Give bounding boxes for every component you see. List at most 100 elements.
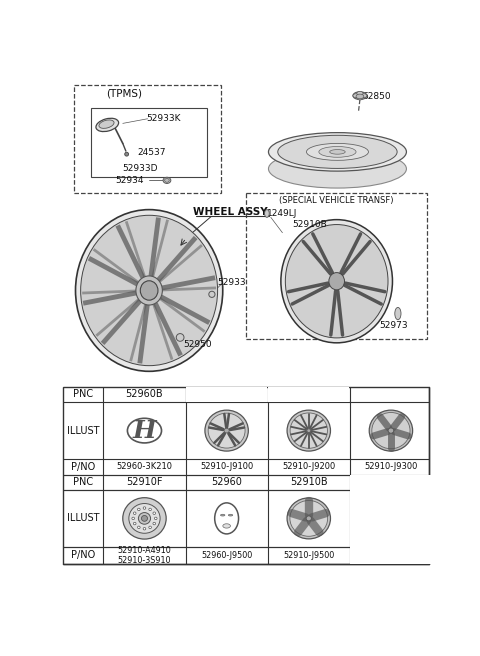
Ellipse shape — [75, 210, 223, 371]
Text: 52960: 52960 — [211, 477, 242, 487]
Ellipse shape — [125, 152, 129, 156]
Ellipse shape — [330, 150, 345, 154]
Ellipse shape — [149, 508, 151, 510]
Ellipse shape — [388, 428, 394, 433]
Text: ILLUST: ILLUST — [67, 426, 99, 436]
Ellipse shape — [285, 224, 388, 338]
Ellipse shape — [290, 501, 328, 537]
Text: 62850: 62850 — [363, 92, 391, 101]
Ellipse shape — [153, 522, 156, 525]
Ellipse shape — [287, 498, 330, 539]
Text: 52950: 52950 — [184, 340, 212, 349]
Bar — [268, 388, 349, 402]
Bar — [186, 388, 267, 402]
Text: (SPECIAL VEHICLE TRANSF): (SPECIAL VEHICLE TRANSF) — [279, 196, 394, 205]
Ellipse shape — [143, 527, 146, 530]
Ellipse shape — [264, 210, 269, 217]
Ellipse shape — [138, 526, 140, 529]
Ellipse shape — [369, 410, 413, 451]
Ellipse shape — [132, 517, 134, 520]
Text: P/NO: P/NO — [71, 462, 96, 472]
Ellipse shape — [357, 96, 363, 100]
Text: 52910F: 52910F — [126, 477, 163, 487]
Text: 52910B: 52910B — [290, 477, 327, 487]
Text: 52933: 52933 — [218, 278, 246, 287]
Ellipse shape — [287, 410, 330, 451]
Ellipse shape — [163, 177, 171, 184]
Ellipse shape — [215, 503, 239, 534]
Ellipse shape — [395, 308, 401, 319]
Ellipse shape — [357, 91, 363, 95]
Ellipse shape — [356, 94, 364, 99]
Ellipse shape — [372, 413, 410, 449]
Text: ILLUST: ILLUST — [67, 514, 99, 523]
Text: 52910-J9200: 52910-J9200 — [282, 462, 336, 471]
Text: H: H — [132, 419, 156, 443]
Text: 52934: 52934 — [116, 176, 144, 185]
Ellipse shape — [140, 281, 158, 300]
Ellipse shape — [155, 517, 157, 520]
Text: 52933K: 52933K — [146, 114, 180, 123]
Text: 52910-A4910
52910-3S910: 52910-A4910 52910-3S910 — [118, 546, 171, 565]
Text: 52910-J9500: 52910-J9500 — [283, 551, 335, 560]
Ellipse shape — [307, 429, 311, 432]
Text: PNC: PNC — [73, 390, 93, 400]
Ellipse shape — [209, 291, 215, 297]
Text: 52933D: 52933D — [122, 163, 157, 173]
Text: 52910-J9300: 52910-J9300 — [364, 462, 418, 471]
Bar — [91, 108, 207, 177]
Ellipse shape — [205, 410, 248, 451]
Bar — [350, 474, 432, 564]
Text: 52910B: 52910B — [290, 390, 327, 400]
Ellipse shape — [228, 514, 233, 516]
Ellipse shape — [306, 516, 312, 521]
Ellipse shape — [127, 419, 162, 443]
Text: 1249LJ: 1249LJ — [267, 209, 298, 218]
Ellipse shape — [268, 133, 407, 171]
Text: 52910B: 52910B — [292, 220, 327, 229]
Ellipse shape — [281, 220, 393, 343]
Ellipse shape — [136, 276, 162, 305]
Ellipse shape — [329, 273, 345, 290]
Ellipse shape — [165, 178, 169, 182]
Ellipse shape — [208, 413, 245, 448]
Ellipse shape — [290, 413, 327, 448]
Text: (TPMS): (TPMS) — [107, 89, 143, 98]
Ellipse shape — [268, 150, 407, 188]
Ellipse shape — [133, 522, 136, 525]
Ellipse shape — [153, 512, 156, 514]
Ellipse shape — [81, 215, 217, 365]
Text: 52960-3K210: 52960-3K210 — [117, 462, 172, 471]
Ellipse shape — [138, 512, 151, 524]
Ellipse shape — [360, 94, 367, 98]
Ellipse shape — [96, 118, 119, 132]
Ellipse shape — [142, 516, 147, 522]
Bar — [63, 387, 429, 564]
Ellipse shape — [353, 92, 367, 100]
Text: 52910-J9100: 52910-J9100 — [200, 462, 253, 471]
Ellipse shape — [278, 135, 397, 169]
Text: 24537: 24537 — [137, 148, 166, 157]
Ellipse shape — [306, 144, 369, 160]
Ellipse shape — [123, 498, 166, 539]
Text: PNC: PNC — [73, 477, 93, 487]
Ellipse shape — [353, 94, 359, 98]
Text: WHEEL ASSY: WHEEL ASSY — [193, 207, 268, 217]
Ellipse shape — [176, 334, 184, 341]
Ellipse shape — [129, 504, 160, 533]
Ellipse shape — [138, 508, 140, 510]
Ellipse shape — [224, 428, 229, 433]
Text: 52960B: 52960B — [126, 390, 163, 400]
Ellipse shape — [319, 146, 356, 157]
Ellipse shape — [143, 507, 146, 509]
Ellipse shape — [220, 514, 225, 516]
Ellipse shape — [223, 523, 230, 528]
Ellipse shape — [149, 526, 151, 529]
Text: 52960-J9500: 52960-J9500 — [201, 551, 252, 560]
Ellipse shape — [133, 512, 136, 514]
Text: P/NO: P/NO — [71, 550, 96, 560]
Bar — [246, 193, 427, 339]
Bar — [74, 85, 221, 193]
Text: 52973: 52973 — [379, 321, 408, 329]
Ellipse shape — [99, 120, 114, 129]
